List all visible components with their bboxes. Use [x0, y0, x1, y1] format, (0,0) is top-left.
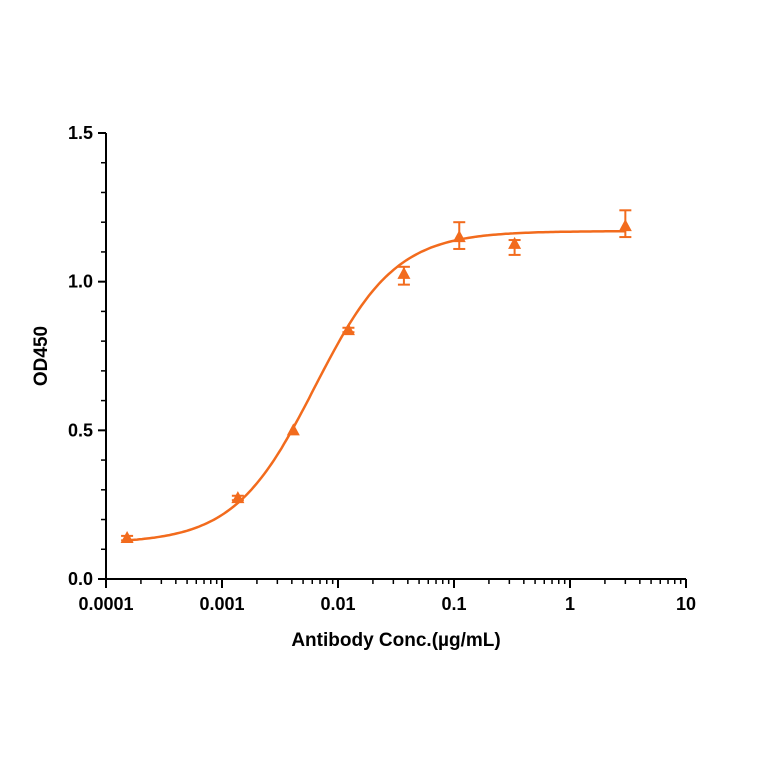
- x-tick-label: 10: [676, 594, 696, 614]
- x-tick-label: 0.1: [441, 594, 466, 614]
- y-tick-label: 1.5: [68, 123, 93, 143]
- y-tick-label: 0.5: [68, 420, 93, 440]
- y-axis-label: OD450: [31, 326, 52, 386]
- data-point: [231, 491, 245, 504]
- x-tick-label: 0.0001: [78, 594, 133, 614]
- x-axis-label: Antibody Conc.(µg/mL): [291, 630, 500, 651]
- data-point: [397, 266, 411, 279]
- fit-curve: [127, 230, 626, 542]
- y-tick-label: 0.0: [68, 569, 93, 589]
- x-tick-label: 1: [565, 594, 575, 614]
- data-point: [341, 323, 355, 336]
- x-tick-label: 0.001: [199, 594, 244, 614]
- x-tick-label: 0.01: [320, 594, 355, 614]
- data-point: [286, 423, 300, 436]
- data-point: [618, 219, 632, 232]
- y-tick-label: 1.0: [68, 272, 93, 292]
- data-point: [452, 230, 466, 243]
- data-point: [120, 530, 134, 543]
- data-point: [508, 236, 522, 249]
